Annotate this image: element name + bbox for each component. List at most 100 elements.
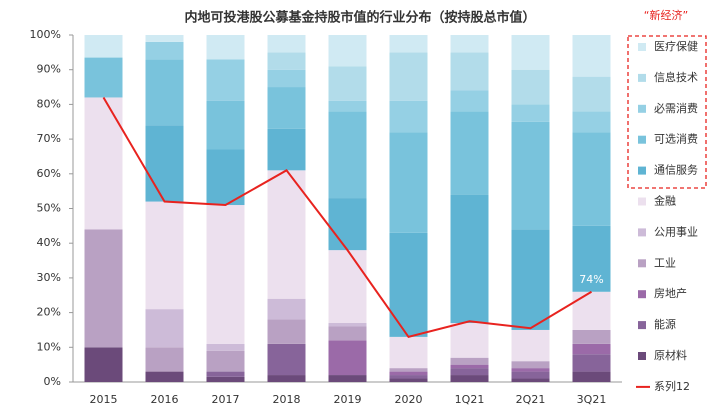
bar-segment [389,232,428,337]
bar-segment [267,319,306,344]
bar-segment [267,69,306,88]
bar-segment [572,111,611,133]
bar-segment [450,375,489,382]
legend-swatch [638,104,646,113]
bar-segment [450,357,489,365]
bar-segment [450,52,489,91]
line-series [102,96,593,339]
legend-label: 必需消费 [654,101,698,115]
bar-segment [572,76,611,112]
legend-swatch [638,352,646,360]
y-tick-label: 10% [37,340,61,353]
bar-segment [145,125,184,202]
bar-segment [328,198,367,251]
y-tick-label: 60% [37,167,61,180]
bar-segment [267,375,306,382]
x-tick-label: 2019 [334,393,362,406]
bar-segment [267,343,306,376]
legend-label: 信息技术 [654,70,698,84]
bar-segment [206,371,245,377]
bar-segment [267,298,306,320]
bar-segment [84,35,123,58]
x-tick-label: 2017 [212,393,240,406]
bar-segment [328,66,367,101]
bar-segment [267,128,306,171]
bar-segment [389,336,428,369]
bar-segment [450,364,489,369]
bar-segment [328,111,367,199]
y-tick-label: 30% [37,271,61,284]
bar-segment [572,354,611,372]
bar-segment [206,205,245,344]
bar-segment [328,250,367,324]
legend-swatch [638,73,646,82]
x-tick-label: 2018 [273,393,301,406]
legend-label: 原材料 [654,348,687,362]
legend-swatch [638,166,646,175]
x-tick-label: 2016 [151,393,179,406]
legend-swatch [638,43,646,51]
x-tick-label: 1Q21 [455,393,485,406]
bar-segment [84,97,123,230]
bar-segment [145,201,184,310]
bar-segment [572,132,611,226]
bar-segment [511,378,550,382]
bar-segment [328,375,367,382]
bar-segment [328,35,367,67]
legend-label: 通信服务 [654,164,698,177]
x-tick-label: 2Q21 [516,393,546,406]
bar-segment [328,323,367,327]
bar-segment [145,41,184,60]
bar-segment [389,371,428,376]
bar-segment [511,35,550,70]
bar-segment [450,368,489,376]
legend-swatch [638,290,646,299]
bar-segment [145,35,184,42]
bar-segment [572,329,611,344]
bar-segment [450,194,489,324]
bar-segment [206,343,245,351]
bar-segment [450,323,489,358]
bar-segment [450,111,489,195]
bar-segment [267,52,306,70]
y-tick-label: 50% [37,202,61,215]
bar-segment [572,371,611,382]
bar-segment [206,350,245,372]
bar-segment [389,378,428,382]
legend-swatch [638,197,646,206]
bar-segment [572,291,611,330]
bar-segment [145,347,184,372]
legend-label: 公用事业 [654,225,698,238]
bar-segment [511,121,550,230]
bar-segment [450,35,489,53]
y-tick-label: 40% [37,236,61,249]
x-tick-label: 3Q21 [577,393,607,406]
bar-segment [389,35,428,53]
bar-segment [572,35,611,77]
bar-segment [572,225,611,292]
y-tick-label: 80% [37,97,61,110]
bar-segment [511,104,550,122]
bar-segment [511,368,550,372]
bar-segment [267,35,306,53]
bar-segment [267,170,306,299]
bar-segment [84,57,123,98]
bar-segment [84,347,123,382]
bar-segment [572,343,611,355]
legend-swatch [638,259,646,268]
bar-segment [145,309,184,348]
bar-segment [206,376,245,382]
bar-segment [206,100,245,150]
bar-segment [389,52,428,101]
legend-label: 金融 [654,194,676,208]
bar-segment [511,69,550,105]
legend-label: 系列12 [654,379,690,393]
bar-segment [389,368,428,372]
y-tick-label: 100% [30,28,61,41]
bar-segment [206,149,245,206]
bar-segment [450,90,489,112]
bar-segment [389,132,428,233]
bar-segment [389,375,428,379]
legend-label: 房地产 [654,286,687,300]
